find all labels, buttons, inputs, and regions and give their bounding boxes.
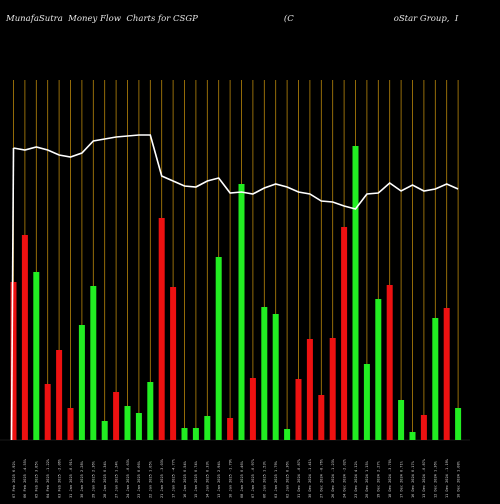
money-flow-bar-up xyxy=(272,314,279,440)
money-flow-bar-up xyxy=(135,413,142,440)
money-flow-bar-down xyxy=(386,285,393,440)
money-flow-bar-down xyxy=(341,227,348,440)
money-flow-bar-up xyxy=(455,408,462,440)
x-tick-label: 13 Dec 2024 -0.87% xyxy=(422,458,426,498)
money-flow-bar-up xyxy=(352,146,359,440)
money-flow-bar-up xyxy=(147,382,154,440)
x-tick-label: 10 Dec 2024 1.08% xyxy=(456,460,460,498)
x-tick-label: 23 Dec 2024 4.12% xyxy=(354,460,358,498)
x-tick-label: 19 Dec 2024 2.27% xyxy=(377,460,381,498)
x-tick-label: 27 Dec 2024 -0.76% xyxy=(320,458,324,498)
x-tick-label: 24 Jan 2025 -0.63% xyxy=(126,458,130,498)
money-flow-bar-up xyxy=(101,421,108,440)
price-line-start xyxy=(10,147,15,441)
money-flow-bar-up xyxy=(90,286,97,440)
money-flow-bar-up xyxy=(261,307,268,440)
money-flow-bar-down xyxy=(113,392,120,440)
money-flow-bar-down xyxy=(249,378,256,440)
x-tick-label: 18 Dec 2024 -3.70% xyxy=(388,458,392,498)
x-tick-label: 17 Jan 2025 -4.77% xyxy=(171,458,175,498)
x-tick-label: 13 Jan 2025 2.94% xyxy=(217,460,221,498)
money-flow-bar-up xyxy=(78,325,85,440)
x-tick-label: 30 Jan 2025 2.28% xyxy=(80,460,84,498)
x-tick-label: 11 Dec 2024 -1.19% xyxy=(445,458,449,498)
x-tick-label: 05 Feb 2025 3.85% xyxy=(35,460,39,498)
money-flow-bar-down xyxy=(306,339,313,440)
money-flow-bar-up xyxy=(33,272,40,440)
line-layer xyxy=(10,134,459,441)
money-flow-bar-down xyxy=(295,379,302,440)
money-flow-bar-down xyxy=(67,408,74,440)
x-tick-label: 04 Feb 2025 -1.22% xyxy=(46,458,50,498)
x-tick-label: 08 Jan 2025 0.46% xyxy=(240,460,244,498)
x-tick-label: 15 Jan 2025 0.74% xyxy=(194,460,198,498)
money-flow-bar-down xyxy=(21,235,28,440)
money-flow-bar-down xyxy=(10,282,17,440)
money-flow-bar-up xyxy=(409,432,416,440)
x-tick-label: 07 Feb 2025 6.92% xyxy=(12,460,16,498)
grid-layer xyxy=(0,80,470,441)
x-tick-label: 14 Jan 2025 0.33% xyxy=(206,460,210,498)
money-flow-bar-up xyxy=(204,416,211,440)
money-flow-bar-down xyxy=(227,418,234,440)
x-tick-label: 02 Jan 2025 0.36% xyxy=(285,460,289,498)
x-tick-label: 20 Dec 2024 1.15% xyxy=(365,460,369,498)
bar-layer xyxy=(10,146,462,440)
x-tick-label: 12 Dec 2024 1.36% xyxy=(434,460,438,498)
x-tick-label: 23 Jan 2025 0.66% xyxy=(137,460,141,498)
x-tick-label: 06 Feb 2025 -4.55% xyxy=(23,458,27,498)
x-tick-label: 27 Jan 2025 1.24% xyxy=(114,460,118,498)
money-flow-bar-up xyxy=(215,257,222,440)
x-tick-label: 29 Jan 2025 2.36% xyxy=(92,460,96,498)
chart-title-left: MunafaSutra Money Flow Charts for CSGP xyxy=(6,14,198,24)
x-axis-labels: 07 Feb 2025 6.92% 06 Feb 2025 -4.55% 05 Fe… xyxy=(12,458,461,498)
money-flow-bar-down xyxy=(420,415,427,440)
x-tick-label: 21 Jan 2025 -3.03% xyxy=(160,458,164,498)
x-tick-label: 16 Dec 2024 0.17% xyxy=(411,460,415,498)
money-flow-bar-up xyxy=(432,318,439,440)
x-tick-label: 28 Jan 2025 0.34% xyxy=(103,460,107,498)
money-flow-bar-down xyxy=(56,350,63,440)
x-tick-label: 24 Dec 2024 -2.02% xyxy=(342,458,346,498)
x-tick-label: 06 Jan 2025 1.53% xyxy=(263,460,267,498)
x-tick-label: 07 Jan 2025 -0.97% xyxy=(251,458,255,498)
x-tick-label: 30 Dec 2024 -1.41% xyxy=(308,458,312,498)
money-flow-bar-down xyxy=(170,287,177,440)
x-tick-label: 31 Dec 2024 -0.87% xyxy=(297,458,301,498)
chart-title: MunafaSutra Money Flow Charts for CSGP (C… xyxy=(6,14,458,24)
money-flow-bar-down xyxy=(329,338,336,440)
x-tick-label: 03 Feb 2025 -2.06% xyxy=(57,458,61,498)
x-tick-label: 10 Jan 2025 -1.79% xyxy=(228,458,232,498)
x-tick-label: 16 Jan 2025 0.54% xyxy=(183,460,187,498)
money-flow-bar-up xyxy=(398,400,405,440)
price-line xyxy=(13,134,459,210)
money-flow-bar-up xyxy=(192,428,199,440)
money-flow-bar-up xyxy=(181,428,188,440)
money-flow-bar-up xyxy=(238,184,245,440)
chart-title-middle: (C xyxy=(283,14,294,24)
money-flow-bar-down xyxy=(318,395,325,440)
x-tick-label: 31 Jan 2025 -0.91% xyxy=(69,458,73,498)
money-flow-bar-up xyxy=(363,364,370,440)
money-flow-bar-down xyxy=(158,218,165,440)
money-flow-bar-up xyxy=(284,429,291,440)
money-flow-bar-down xyxy=(443,308,450,440)
x-tick-label: 03 Jan 2025 1.79% xyxy=(274,460,278,498)
x-tick-label: 22 Jan 2025 1.05% xyxy=(149,460,153,498)
x-tick-label: 26 Dec 2024 -1.23% xyxy=(331,458,335,498)
x-tick-label: 17 Dec 2024 0.71% xyxy=(399,460,403,498)
money-flow-bar-up xyxy=(124,406,131,440)
money-flow-bar-up xyxy=(375,299,382,440)
money-flow-bar-down xyxy=(44,384,51,440)
chart-title-right: oStar Group, I xyxy=(393,14,459,24)
